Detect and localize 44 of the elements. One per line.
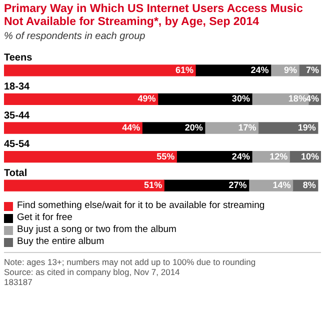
data-label: 14% [272, 180, 291, 190]
data-label: 12% [270, 151, 288, 162]
source-note: Source: as cited in company blog, Nov 7, 2014 [4, 267, 181, 277]
bar [4, 180, 164, 192]
chart-subtitle: % of respondents in each group [3, 30, 146, 42]
text: 183187 [4, 277, 34, 287]
data-label: 8% [302, 180, 316, 190]
data-label: 10% [300, 151, 319, 162]
chart-title: Primary Way in Which US Internet Users Access Music Not Available for Streaming*, by Age, Sep 2014 [3, 2, 304, 29]
data-label: 51% [144, 180, 162, 190]
data-label: 55% [156, 151, 175, 162]
y-tick-label: 35-44 [4, 110, 30, 122]
legend-label: Find something else/wait for it to be available for streaming [17, 200, 265, 212]
data-label: 24% [232, 151, 250, 162]
data-label: 18% [288, 94, 306, 104]
y-tick-label: 45-54 [4, 139, 30, 150]
data-label: 7% [306, 64, 319, 75]
data-label: 19% [298, 122, 316, 132]
bar [258, 122, 318, 134]
legend-label: Buy the entire album [17, 236, 104, 248]
bar [142, 122, 206, 134]
data-label: 61% [175, 64, 194, 75]
bar [204, 122, 259, 134]
y-tick-label: 18-34 [4, 81, 30, 92]
data-label: 27% [228, 180, 247, 190]
y-tick-label: Total [4, 168, 28, 179]
data-label: 49% [138, 94, 156, 104]
data-label: 30% [232, 94, 250, 104]
data-label: 24% [250, 64, 269, 75]
bar [4, 150, 177, 163]
data-label: 20% [184, 122, 203, 132]
bar [4, 64, 196, 76]
data-label: 4% [306, 94, 319, 104]
bar [4, 122, 142, 134]
bar [164, 180, 250, 192]
data-label: 44% [122, 122, 140, 132]
data-label: 9% [284, 64, 298, 75]
text: Note: ages 13+; numbers may not add up to 100% due to rounding [4, 257, 257, 267]
legend-label: Buy just a song or two from the album [17, 224, 176, 236]
y-tick-label: Teens [4, 52, 33, 64]
bar [157, 93, 252, 106]
legend-label: Get it for free [17, 212, 72, 224]
data-label: 17% [238, 122, 256, 132]
bar [4, 93, 158, 106]
